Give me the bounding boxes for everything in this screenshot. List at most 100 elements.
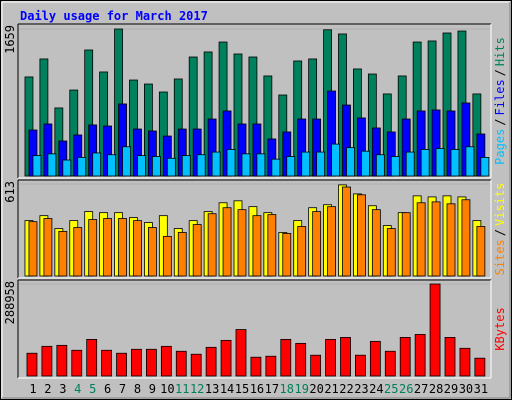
x-tick-label: 17 <box>265 382 279 396</box>
bar <box>295 342 307 377</box>
bar <box>133 220 142 277</box>
bar <box>160 345 172 377</box>
bar <box>461 199 471 277</box>
bar <box>118 218 127 277</box>
bar <box>340 337 351 377</box>
bar <box>32 155 42 177</box>
bar <box>325 338 336 377</box>
legend-entry: Files <box>493 79 507 115</box>
x-tick-label: 13 <box>205 382 219 396</box>
bar <box>446 203 456 277</box>
bar <box>26 352 38 377</box>
bar <box>192 224 202 277</box>
bar <box>241 153 251 177</box>
y-tick-label: 288958 <box>3 281 17 324</box>
bar <box>181 155 191 177</box>
legend-separator: / <box>493 118 507 125</box>
bar <box>235 329 247 377</box>
bar <box>420 149 430 177</box>
bar <box>342 186 351 277</box>
bar <box>131 348 142 377</box>
bar <box>271 158 281 177</box>
x-tick-label: 30 <box>459 382 473 396</box>
bar <box>92 152 102 177</box>
x-tick-label: 18 <box>280 382 294 396</box>
y-tick-label: 1659 <box>3 25 17 54</box>
bar <box>316 151 326 177</box>
bar <box>71 349 83 377</box>
x-tick-label: 7 <box>119 382 126 396</box>
x-tick-label: 22 <box>339 382 353 396</box>
bar <box>222 207 232 277</box>
bar <box>190 353 202 377</box>
bar <box>137 155 146 177</box>
x-tick-label: 14 <box>220 382 234 396</box>
bar <box>416 202 426 277</box>
x-tick-label: 11 <box>175 382 189 396</box>
x-tick-label: 6 <box>104 382 111 396</box>
bar <box>282 232 292 277</box>
bar <box>73 227 83 277</box>
bar <box>88 219 98 277</box>
bar <box>280 338 292 377</box>
bar <box>77 156 87 177</box>
bar <box>103 218 113 277</box>
legend-separator: / <box>493 229 507 236</box>
bar <box>56 344 68 377</box>
bar <box>211 151 221 177</box>
bar <box>43 218 53 277</box>
bar <box>41 345 53 377</box>
bar <box>226 149 236 177</box>
bar <box>390 156 400 177</box>
legend: Sites / Visits <box>493 183 507 276</box>
bar <box>166 157 176 177</box>
bar <box>205 346 217 377</box>
x-tick-label: 15 <box>235 382 249 396</box>
bar <box>459 347 471 377</box>
bar <box>476 226 486 277</box>
bar <box>297 226 307 277</box>
bar <box>101 349 113 377</box>
bar <box>58 231 68 277</box>
bar <box>116 352 127 377</box>
bar <box>286 156 296 177</box>
bar <box>346 147 355 177</box>
x-tick-label: 25 <box>384 382 398 396</box>
bar <box>122 146 131 177</box>
bar <box>435 148 445 177</box>
bar <box>148 227 157 277</box>
bar <box>256 153 266 177</box>
x-tick-label: 12 <box>190 382 204 396</box>
x-tick-label: 3 <box>59 382 66 396</box>
bar <box>465 146 475 177</box>
bar <box>371 209 381 277</box>
bar <box>474 357 486 377</box>
bar <box>399 337 411 377</box>
bar <box>267 214 277 277</box>
x-tick-label: 24 <box>369 382 383 396</box>
legend-entry: Pages <box>493 129 507 165</box>
x-tick-label: 19 <box>294 382 308 396</box>
x-tick-label: 5 <box>89 382 96 396</box>
x-tick-label: 31 <box>474 382 488 396</box>
x-tick-label: 28 <box>429 382 443 396</box>
x-tick-label: 4 <box>74 382 81 396</box>
bar <box>357 194 366 277</box>
bar <box>369 340 381 377</box>
bar <box>429 283 441 377</box>
legend-entry: Hits <box>493 37 507 66</box>
chart-title: Daily usage for March 2017 <box>20 9 208 23</box>
bar <box>265 355 277 377</box>
bar <box>162 235 172 277</box>
bar <box>361 150 370 177</box>
legend: KBytes <box>493 307 507 350</box>
bar <box>146 348 157 377</box>
bar <box>331 143 340 177</box>
bar <box>220 339 232 377</box>
x-tick-label: 20 <box>309 382 323 396</box>
legend-entry: KBytes <box>493 307 507 350</box>
legend: Pages / Files / Hits <box>493 37 507 165</box>
bar <box>480 156 490 177</box>
bar <box>86 338 98 377</box>
